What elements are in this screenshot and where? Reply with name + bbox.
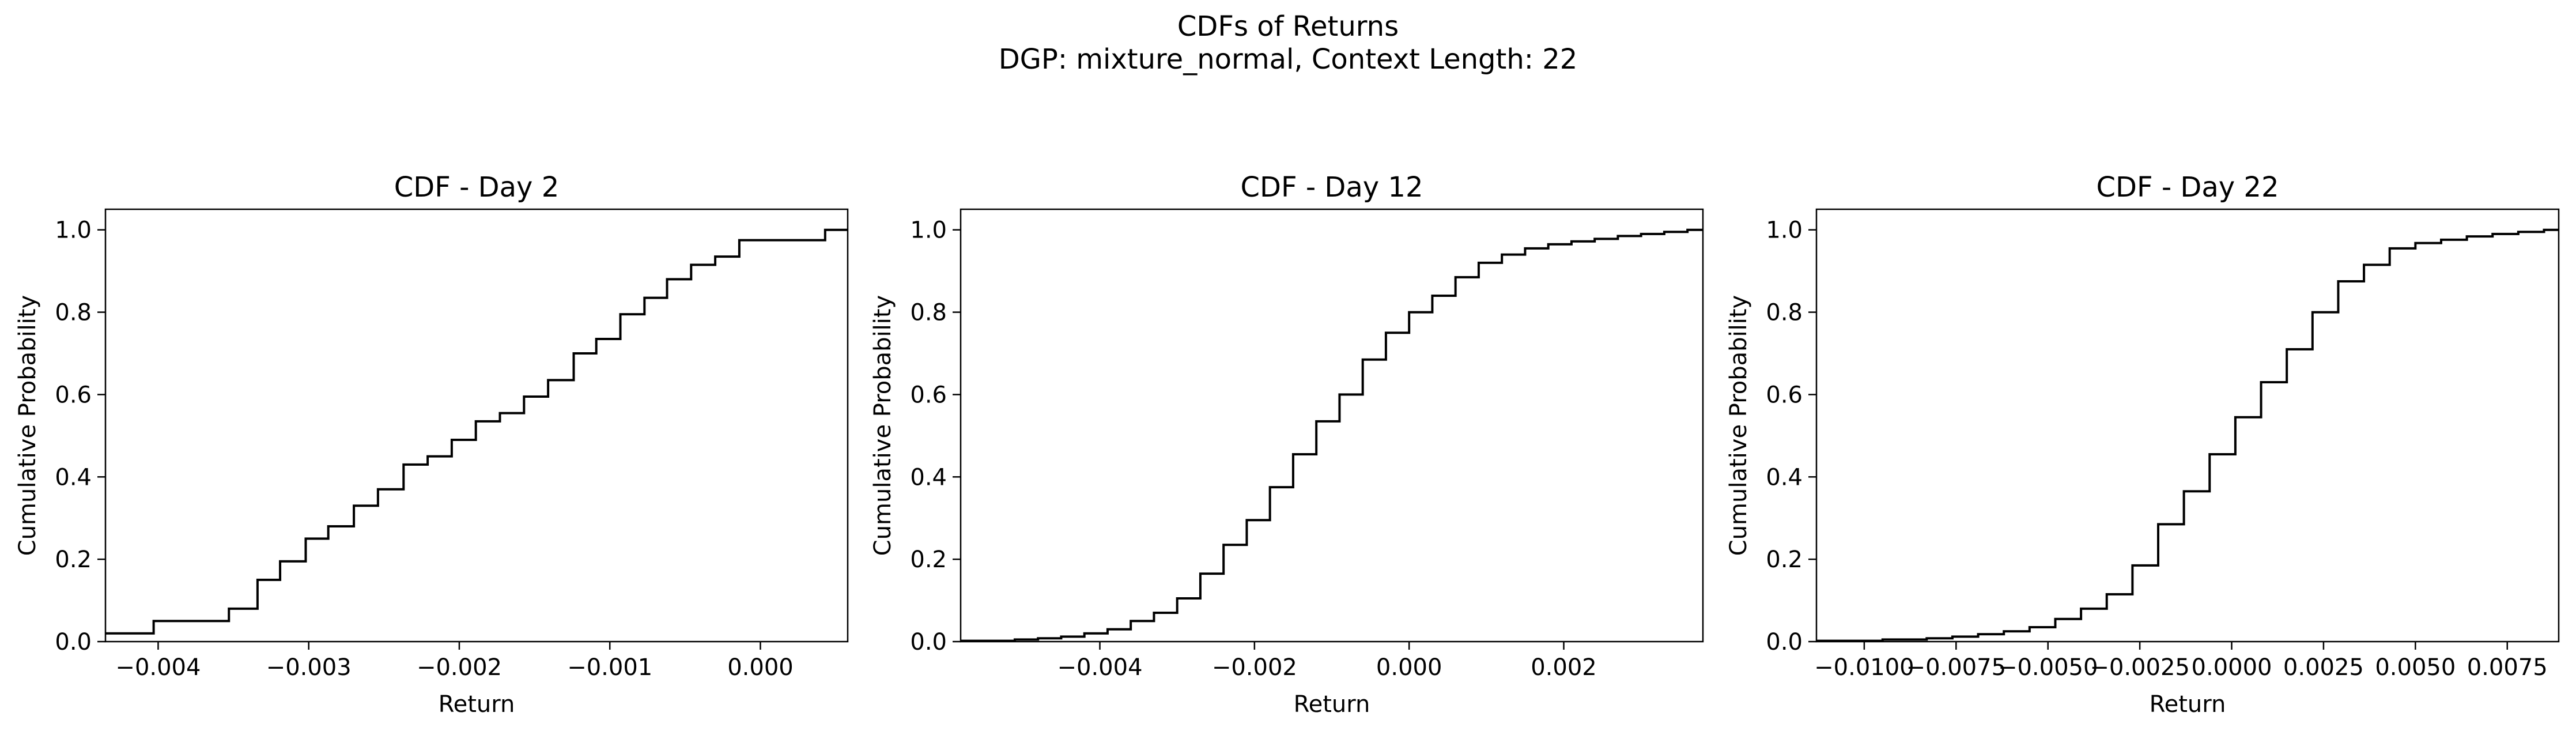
y-axis-label: Cumulative Probability	[1725, 295, 1752, 556]
x-axis-label: Return	[439, 691, 515, 718]
plot-frame-2	[960, 208, 1704, 643]
y-tick-label: 0.8	[55, 300, 92, 326]
y-tick-label: 0.0	[910, 629, 947, 655]
x-axis-label: Return	[1294, 691, 1370, 718]
y-tick-label: 0.6	[1766, 382, 1803, 408]
y-tick-label: 0.2	[1766, 546, 1803, 573]
x-axis-label: Return	[2150, 691, 2226, 718]
y-tick-label: 0.6	[55, 382, 92, 408]
y-tick-label: 0.4	[910, 464, 947, 491]
y-tick-label: 0.8	[1766, 300, 1803, 326]
x-tick-label: −0.001	[567, 654, 652, 681]
x-tick-label: 0.0075	[2467, 654, 2548, 681]
figure-title: CDFs of Returns	[1177, 10, 1399, 43]
y-tick-label: 0.2	[55, 546, 92, 573]
x-tick-label: −0.0075	[1906, 654, 2006, 681]
x-tick-label: 0.002	[1531, 654, 1597, 681]
y-tick-label: 0.8	[910, 300, 947, 326]
x-tick-label: 0.0050	[2375, 654, 2456, 681]
cdf-step-line-1	[105, 228, 848, 635]
cdf-step-line-3	[1816, 228, 2559, 642]
x-tick-label: −0.004	[1057, 654, 1142, 681]
y-tick-label: 0.6	[910, 382, 947, 408]
x-tick-label: 0.000	[1376, 654, 1442, 681]
subplot-title: CDF - Day 12	[1240, 171, 1423, 203]
y-tick-label: 0.4	[1766, 464, 1803, 491]
y-tick-label: 0.4	[55, 464, 92, 491]
y-tick-label: 1.0	[910, 217, 947, 244]
figure-subtitle: DGP: mixture_normal, Context Length: 22	[998, 43, 1578, 76]
x-tick-label: 0.0025	[2283, 654, 2364, 681]
x-tick-label: −0.0100	[1814, 654, 1914, 681]
subplot-title: CDF - Day 22	[2096, 171, 2279, 203]
x-tick-label: 0.000	[727, 654, 794, 681]
x-tick-label: −0.002	[417, 654, 502, 681]
x-tick-label: −0.003	[266, 654, 352, 681]
x-tick-label: −0.0050	[1998, 654, 2098, 681]
y-tick-label: 1.0	[55, 217, 92, 244]
y-tick-label: 0.2	[910, 546, 947, 573]
x-tick-label: 0.0000	[2192, 654, 2272, 681]
y-tick-label: 0.0	[55, 629, 92, 655]
y-tick-label: 1.0	[1766, 217, 1803, 244]
y-tick-label: 0.0	[1766, 629, 1803, 655]
plot-frame-1	[104, 208, 849, 643]
subplot-title: CDF - Day 2	[394, 171, 560, 203]
x-tick-label: −0.0025	[2090, 654, 2189, 681]
x-tick-label: −0.004	[115, 654, 201, 681]
y-axis-label: Cumulative Probability	[870, 295, 896, 556]
plot-frame-3	[1815, 208, 2560, 643]
x-tick-label: −0.002	[1212, 654, 1297, 681]
cdf-step-line-2	[961, 228, 1703, 642]
y-axis-label: Cumulative Probability	[14, 295, 41, 556]
